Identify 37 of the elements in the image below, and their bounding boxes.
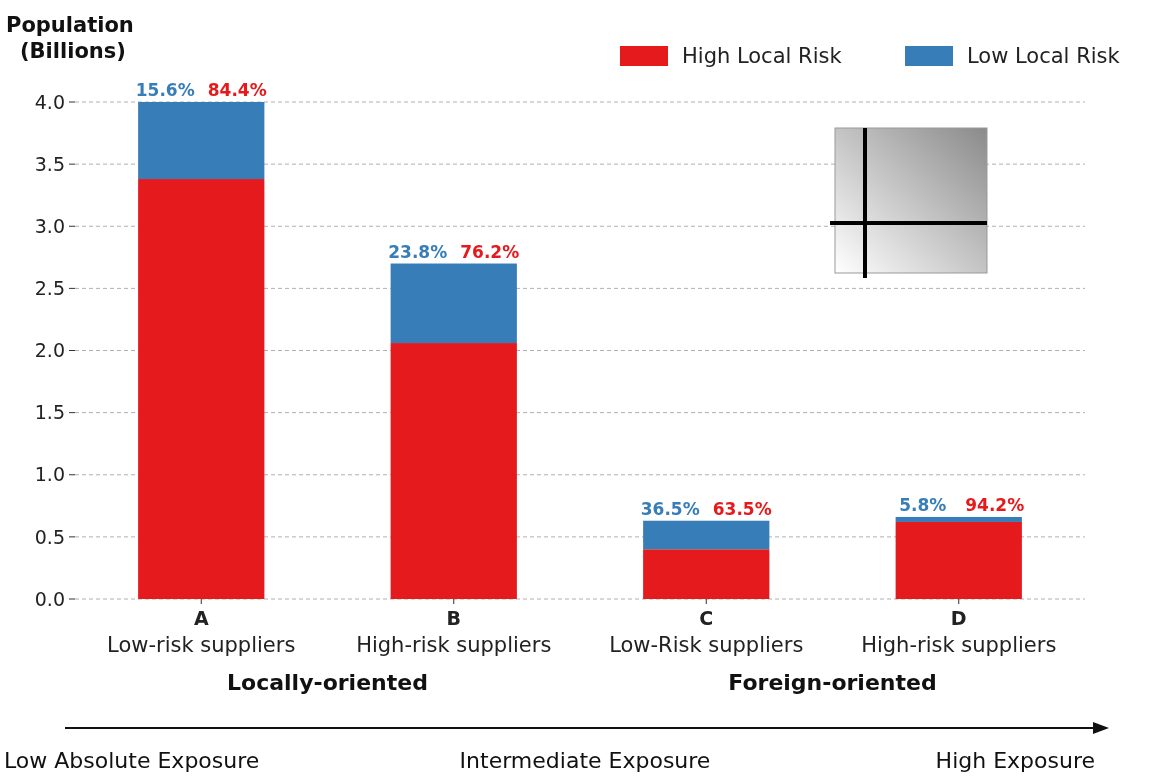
annotation: 63.5% [712, 498, 772, 519]
y-tick-label: 1.5 [34, 401, 65, 424]
bar [390, 343, 517, 599]
y-tick-label: 2.0 [34, 339, 65, 362]
annotation: 23.8% [388, 241, 448, 262]
y-tick-label: 1.0 [34, 463, 65, 486]
text: Locally-oriented [227, 670, 428, 695]
bar [643, 549, 770, 599]
bar [643, 520, 770, 550]
x-tick-label: C Low-Risk suppliers [609, 607, 804, 657]
x-tick-label: A Low-risk suppliers [107, 607, 296, 657]
y-tick-label: 0.0 [34, 587, 65, 610]
annotation: 76.2% [460, 241, 520, 262]
bar [390, 263, 517, 344]
y-tick-label: 3.0 [34, 214, 65, 237]
y-tick-label: 4.0 [34, 90, 65, 113]
y-tick-label: 3.5 [34, 152, 65, 175]
annotation: 5.8% [899, 494, 947, 515]
bar [138, 179, 265, 599]
bar [895, 521, 1022, 599]
annotation: 36.5% [640, 498, 700, 519]
legend-label: Low Local Risk [967, 44, 1121, 69]
y-tick-label: 2.5 [34, 277, 65, 300]
bar [138, 102, 265, 180]
annotation: 84.4% [207, 80, 267, 100]
text: Low Absolute Exposure [4, 748, 260, 773]
annotation: 94.2% [965, 494, 1025, 515]
x-tick-label: B High-risk suppliers [356, 607, 552, 657]
text: High Exposure [935, 748, 1095, 773]
text: Intermediate Exposure [459, 748, 711, 773]
legend-label: High Local Risk [682, 44, 843, 69]
text: Foreign-oriented [728, 670, 937, 695]
y-tick-label: 0.5 [34, 525, 65, 548]
x-tick-label: D High-risk suppliers [861, 607, 1057, 657]
annotation: 15.6% [135, 80, 195, 100]
bar [895, 517, 1022, 522]
y-axis-title: Population (Billions) [6, 13, 134, 63]
